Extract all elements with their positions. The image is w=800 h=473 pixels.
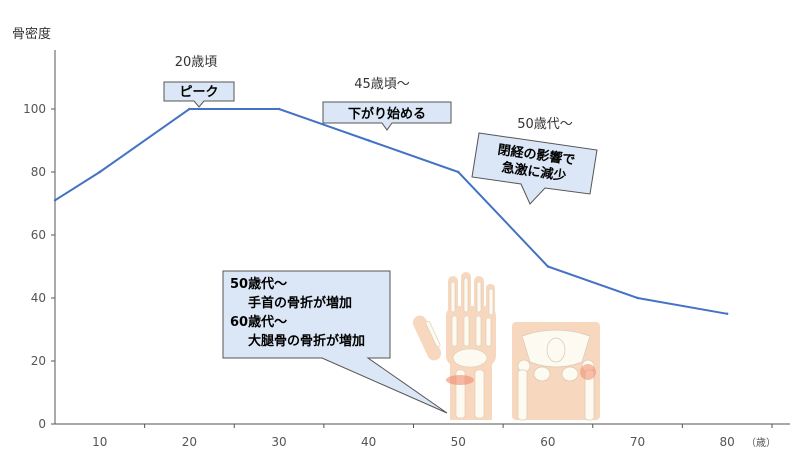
x-tick-label: 50 [451, 435, 466, 449]
fracture-callout-line3: 60歳代～ [230, 314, 287, 330]
x-tick-label: 10 [92, 435, 107, 449]
y-axis-label: 骨密度 [12, 26, 51, 42]
x-tick-labels: 10 20 30 40 50 60 70 80 [92, 435, 735, 449]
x-tick-label: 40 [361, 435, 376, 449]
y-tick-label: 100 [23, 102, 46, 116]
menopause-age-text: 50歳代～ [517, 117, 573, 132]
fracture-callout-line1: 50歳代～ [230, 276, 287, 292]
data-point [546, 265, 550, 268]
y-tick-label: 60 [31, 228, 46, 242]
y-tick-label: 0 [38, 417, 46, 431]
x-tick-label: 30 [271, 435, 286, 449]
fracture-callout-line4: 大腿骨の骨折が増加 [248, 333, 365, 349]
fracture-callout [222, 270, 448, 414]
decline-age-text: 45歳頃～ [354, 77, 410, 92]
data-point [277, 107, 281, 111]
x-axis-unit: （歳） [746, 437, 776, 449]
y-tick-label: 80 [31, 165, 46, 179]
data-point [98, 170, 102, 174]
decline-callout-text: 下がり始める [348, 106, 426, 122]
y-tick-label: 40 [31, 291, 46, 305]
x-tick-label: 20 [182, 435, 197, 449]
data-point [367, 139, 370, 142]
peak-age-text: 20歳頃 [175, 55, 218, 70]
wrist-bones-illustration [412, 272, 496, 420]
menopause-callout [471, 132, 598, 205]
data-point [457, 170, 460, 174]
x-tick-label: 80 [720, 435, 735, 449]
data-points [53, 107, 729, 315]
y-tick-labels: 0 20 40 60 80 100 [23, 102, 55, 431]
data-point [53, 199, 57, 202]
x-tick-label: 60 [540, 435, 555, 449]
y-tick-label: 20 [31, 354, 46, 368]
x-minor-ticks [144, 424, 773, 428]
peak-callout-text: ピーク [179, 85, 218, 100]
data-point [188, 107, 191, 111]
x-tick-label: 70 [630, 435, 645, 449]
fracture-callout-line2: 手首の骨折が増加 [248, 295, 352, 311]
series-line [54, 108, 728, 315]
pelvis-hip-bones-illustration [512, 322, 600, 421]
data-point [725, 312, 729, 315]
decline-callout [322, 101, 452, 131]
peak-callout [163, 81, 235, 108]
data-point [636, 296, 639, 300]
